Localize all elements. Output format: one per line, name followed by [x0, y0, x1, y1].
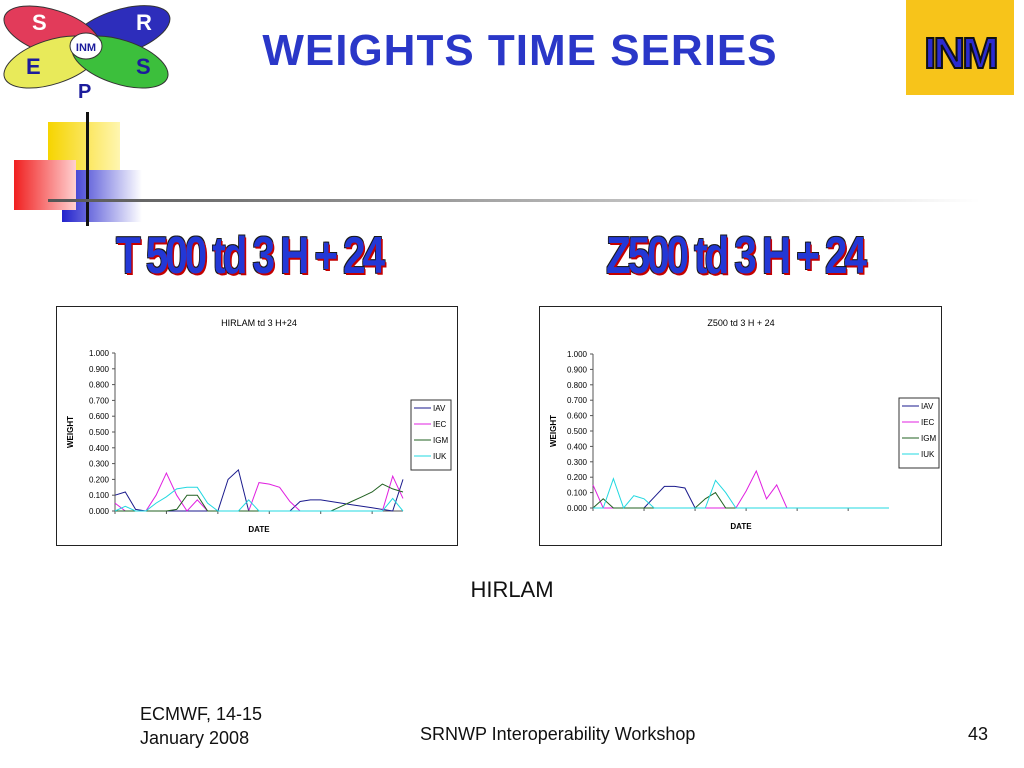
- logo-letter-r: R: [136, 10, 152, 35]
- chart1-legend: [410, 399, 452, 471]
- chart2-y-tick-label: 0.300: [567, 458, 588, 467]
- inm-logo-graphic: INM: [923, 28, 1000, 79]
- chart2-title: Z500 td 3 H + 24: [707, 318, 774, 328]
- chart2-series-iec: [592, 469, 889, 509]
- chart2-y-tick-label: 0.000: [567, 504, 588, 513]
- chart1-y-tick-label: 1.000: [89, 349, 110, 358]
- chart2-legend-label-iuk: IUK: [921, 450, 935, 459]
- chart1-y-tick-label: 0.600: [89, 412, 110, 421]
- chart1-y-tick-label: 0.500: [89, 428, 110, 437]
- chart2-y-tick-label: 0.500: [567, 427, 588, 436]
- chart2-x-axis-label: DATE: [730, 522, 752, 531]
- logo-letter-p: P: [78, 81, 91, 103]
- chart1-y-axis-label: WEIGHT: [66, 416, 75, 448]
- footer-workshop: SRNWP Interoperability Workshop: [420, 724, 696, 744]
- chart2-y-axis-label: WEIGHT: [549, 415, 558, 447]
- chart2-y-tick-label: 1.000: [567, 350, 588, 359]
- footer-event-line1: ECMWF, 14-15: [140, 704, 263, 724]
- chart2-y-tick-label: 0.200: [567, 473, 588, 482]
- chart2-y-tick-label: 0.700: [567, 396, 588, 405]
- chart2-y-tick-label: 0.600: [567, 412, 588, 421]
- chart1-title: HIRLAM td 3 H+24: [221, 318, 297, 328]
- chart1-series-iec: [114, 471, 404, 512]
- chart-hirlam-t500-plot: HIRLAM td 3 H+24 1.000 0.900 0.800 0.700 0.60…: [66, 318, 452, 534]
- logo-letter-e: E: [26, 54, 41, 79]
- inm-logo: INM: [906, 0, 1014, 95]
- chart1-y-tick-label: 0.000: [89, 507, 110, 516]
- chart1-x-axis-label: DATE: [248, 525, 270, 534]
- chart1-legend-label-igm: IGM: [433, 436, 448, 445]
- chart1-y-tick-label: 0.800: [89, 381, 110, 390]
- logo-letter-s-bottom: S: [136, 54, 151, 79]
- chart1-y-tick-label: 0.400: [89, 444, 110, 453]
- chart2-legend-label-iec: IEC: [921, 418, 935, 427]
- chart1-legend-label-iav: IAV: [433, 404, 446, 413]
- inm-logo-text: INM: [924, 29, 996, 78]
- chart1-series-igm: [115, 483, 404, 512]
- chart1-legend-label-iec: IEC: [433, 420, 447, 429]
- footer-event-line2: January 2008: [140, 728, 250, 748]
- chart2-legend: [898, 397, 940, 469]
- subtitle-t500: T 500 td 3 H + 24: [116, 227, 385, 285]
- chart1-y-tick-label: 0.700: [89, 396, 110, 405]
- chart1-y-tick-label: 0.200: [89, 475, 110, 484]
- chart2-y-tick-label: 0.900: [567, 365, 588, 374]
- decorative-blocks: [14, 112, 980, 226]
- chart-hirlam-t500: HIRLAM td 3 H+24 1.000 0.900 0.800 0.700 0.60…: [56, 306, 458, 546]
- page-number: 43: [968, 724, 989, 744]
- chart-z500-plot: Z500 td 3 H + 24 1.000 0.900 0.800 0.700 0.60…: [549, 318, 940, 531]
- chart2-legend-label-igm: IGM: [921, 434, 936, 443]
- chart2-legend-label-iav: IAV: [921, 402, 934, 411]
- subtitle-z500: Z500 td 3 H + 24: [606, 227, 867, 285]
- srnwp-eps-logo: S R E S P INM: [3, 5, 171, 103]
- chart1-series-iuk: [114, 486, 404, 512]
- chart1-y-tick-label: 0.900: [89, 365, 110, 374]
- chart2-y-tick-label: 0.400: [567, 442, 588, 451]
- chart2-y-tick-label: 0.800: [567, 381, 588, 390]
- slide-title: WEIGHTS TIME SERIES: [262, 26, 778, 75]
- chart1-y-tick-label: 0.100: [89, 491, 110, 500]
- chart2-series-iuk: [593, 477, 889, 510]
- chart2-y-tick-label: 0.100: [567, 489, 588, 498]
- logo-letter-s-top: S: [32, 10, 47, 35]
- chart1-legend-label-iuk: IUK: [433, 452, 447, 461]
- footer-event: ECMWF, 14-15 January 2008: [140, 702, 310, 750]
- chart1-y-tick-label: 0.300: [89, 460, 110, 469]
- caption-hirlam: HIRLAM: [470, 577, 554, 602]
- logo-center-text: INM: [76, 42, 96, 54]
- chart-z500: Z500 td 3 H + 24 1.000 0.900 0.800 0.700 0.60…: [539, 306, 942, 546]
